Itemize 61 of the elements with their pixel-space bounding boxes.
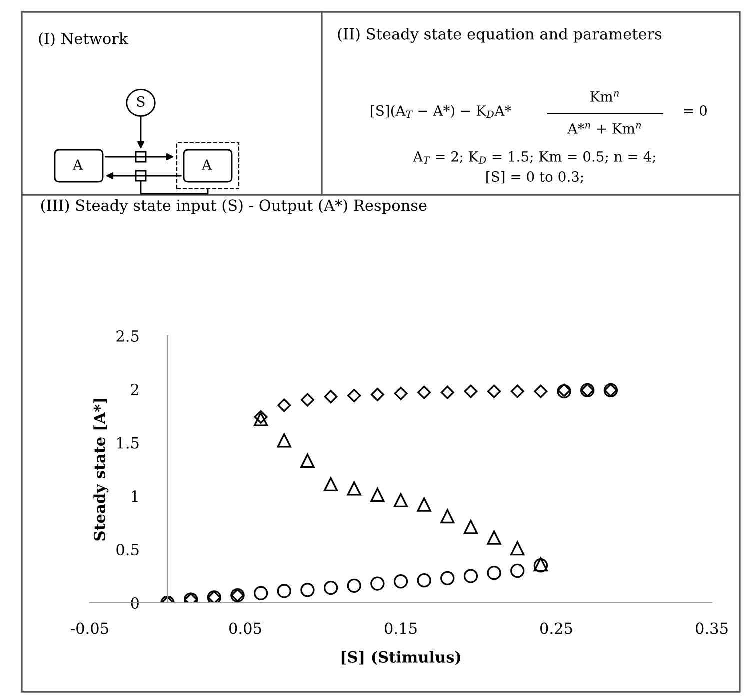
text: S — [137, 96, 145, 108]
text: (II) Steady state equation and parameters — [338, 28, 662, 44]
point — [370, 576, 385, 591]
text: [S](A$_{T}$ − A*) − K$_{D}$A* — [371, 105, 512, 118]
x-tick-label: 0.15 — [385, 622, 417, 634]
point — [300, 393, 314, 407]
y-tick-label: 2 — [131, 384, 138, 396]
point — [534, 384, 548, 398]
point — [370, 388, 384, 402]
point — [417, 573, 432, 588]
y-tick-label: 2.5 — [116, 330, 139, 342]
point — [324, 580, 338, 596]
point — [347, 482, 362, 496]
point — [394, 574, 408, 589]
point — [488, 384, 502, 398]
text: A — [72, 160, 84, 170]
point — [440, 386, 454, 400]
chart-title: (III) Steady state input (S) - Output (A*) Response — [41, 199, 427, 214]
text: [S] = 0 to 0.3; — [486, 171, 584, 184]
x-tick-label: 0.25 — [540, 622, 572, 634]
y-axis-title: Steady state [A*] — [94, 399, 109, 541]
point — [347, 578, 362, 593]
point — [418, 386, 432, 400]
y-tick-label: 1.5 — [118, 437, 139, 449]
point — [278, 398, 292, 412]
y-tick-label: 1 — [132, 490, 138, 502]
point — [440, 571, 455, 586]
point — [254, 412, 268, 426]
point — [277, 584, 292, 598]
point — [348, 389, 362, 403]
point — [300, 583, 315, 598]
x-axis-title: [S] (Stimulus) — [342, 651, 461, 666]
y-tick-label: 0.5 — [116, 544, 139, 556]
point — [510, 384, 524, 398]
point — [394, 493, 408, 508]
x-tick-label: -0.05 — [71, 622, 108, 634]
point — [277, 434, 292, 448]
point — [464, 384, 478, 398]
point — [510, 564, 525, 578]
point — [464, 520, 478, 534]
point — [417, 498, 432, 512]
point — [254, 586, 268, 600]
x-tick-label: 0.35 — [696, 622, 728, 634]
x-tick-label: 0.05 — [230, 622, 262, 634]
point — [510, 541, 525, 556]
text: (I) Network — [39, 32, 128, 47]
point — [487, 566, 502, 580]
point — [394, 386, 408, 400]
point — [254, 410, 268, 424]
text: A$_{T}$ = 2; K$_{D}$ = 1.5; Km = 0.5; n = 4; — [413, 151, 656, 164]
point — [370, 488, 385, 502]
text: = 0 — [684, 106, 707, 116]
point — [487, 530, 502, 545]
point — [300, 454, 315, 468]
point — [464, 569, 478, 584]
point — [324, 477, 338, 492]
text: A*$^{n}$ + Km$^{n}$ — [568, 123, 642, 134]
point — [440, 509, 455, 524]
text: Km$^{n}$ — [590, 92, 620, 102]
point — [324, 390, 338, 404]
text: A — [202, 160, 212, 170]
